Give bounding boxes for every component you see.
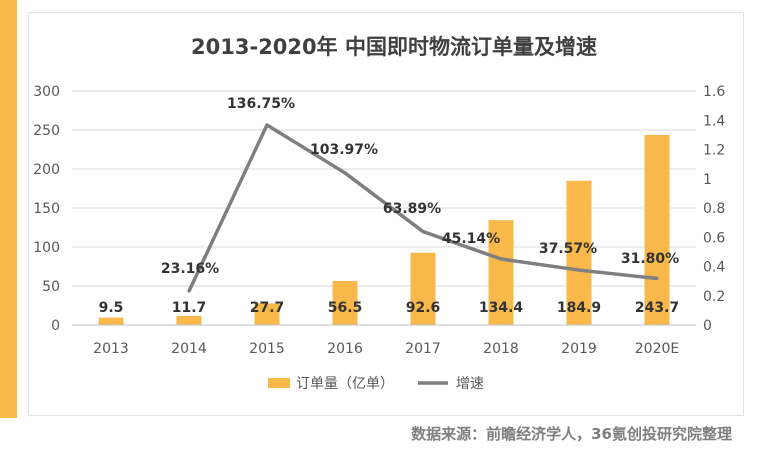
y-right-tick: 1.2 bbox=[703, 143, 725, 159]
bar-value-label: 56.5 bbox=[328, 300, 363, 316]
growth-line bbox=[187, 123, 659, 293]
bar bbox=[176, 315, 202, 325]
bar-value-label: 9.5 bbox=[99, 300, 124, 316]
y-left-tick: 100 bbox=[33, 240, 60, 256]
bar bbox=[254, 303, 280, 325]
y-left-tick: 200 bbox=[33, 162, 60, 178]
bar bbox=[410, 252, 436, 325]
x-tick: 2018 bbox=[483, 341, 519, 357]
x-tick: 2013 bbox=[93, 341, 129, 357]
y-left-tick: 250 bbox=[33, 123, 60, 139]
legend: 订单量（亿单） 增速 bbox=[268, 376, 484, 392]
accent-bar bbox=[0, 0, 17, 418]
y-right-tick: 0.4 bbox=[703, 260, 725, 276]
bars bbox=[98, 134, 670, 325]
growth-point bbox=[499, 257, 503, 261]
bar-value-label: 11.7 bbox=[172, 300, 207, 316]
growth-value-label: 37.57% bbox=[539, 241, 597, 257]
y-left-tick: 150 bbox=[33, 201, 60, 217]
y-right-tick: 1.6 bbox=[703, 84, 725, 100]
legend-label-bar: 订单量（亿单） bbox=[296, 376, 394, 392]
bar-value-label: 92.6 bbox=[406, 300, 441, 316]
x-tick: 2019 bbox=[561, 341, 597, 357]
x-tick: 2017 bbox=[405, 341, 441, 357]
y-left-tick: 300 bbox=[33, 84, 60, 100]
growth-point bbox=[421, 230, 425, 234]
growth-value-label: 103.97% bbox=[310, 142, 378, 158]
growth-point bbox=[655, 276, 659, 280]
growth-value-label: 23.16% bbox=[161, 261, 219, 277]
bar-value-label: 184.9 bbox=[557, 300, 601, 316]
bar bbox=[488, 220, 514, 325]
chart-title: 2013-2020年 中国即时物流订单量及增速 bbox=[191, 35, 597, 59]
growth-point bbox=[187, 289, 191, 293]
data-labels: 9.5 11.7 27.7 56.5 92.6 134.4 184.9 243.7 23.16%… bbox=[99, 96, 680, 316]
bar-value-label: 134.4 bbox=[479, 300, 524, 316]
y-right-tick: 0.8 bbox=[703, 201, 725, 217]
growth-value-label: 63.89% bbox=[383, 201, 441, 217]
y-right-tick: 1 bbox=[703, 172, 712, 188]
x-tick: 2015 bbox=[249, 341, 285, 357]
y-left-tick: 50 bbox=[42, 279, 60, 295]
x-tick: 2020E bbox=[635, 341, 679, 357]
growth-value-label: 31.80% bbox=[621, 251, 679, 267]
legend-label-line: 增速 bbox=[456, 376, 484, 392]
axes: 0 50 100 150 200 250 300 0 0.2 0.4 0.6 0.8 1 1.2 1.4 1.… bbox=[33, 84, 725, 357]
bar bbox=[644, 134, 670, 325]
y-right-tick: 1.4 bbox=[703, 113, 725, 129]
y-right-tick: 0 bbox=[703, 318, 712, 334]
growth-point bbox=[343, 171, 347, 175]
x-tick: 2014 bbox=[171, 341, 207, 357]
x-tick: 2016 bbox=[327, 341, 363, 357]
legend-swatch-bar bbox=[268, 378, 290, 388]
y-right-tick: 0.6 bbox=[703, 230, 725, 246]
growth-value-label: 45.14% bbox=[442, 231, 500, 247]
growth-point bbox=[577, 268, 581, 272]
bar-value-label: 27.7 bbox=[250, 300, 285, 316]
bar bbox=[332, 280, 358, 325]
gridlines bbox=[72, 90, 696, 287]
bar bbox=[98, 317, 124, 325]
bar-value-label: 243.7 bbox=[635, 300, 679, 316]
chart-frame bbox=[28, 12, 744, 416]
growth-value-label: 136.75% bbox=[227, 96, 295, 112]
y-right-tick: 0.2 bbox=[703, 289, 725, 305]
source-note: 数据来源：前瞻经济学人，36氪创投研究院整理 bbox=[411, 425, 732, 443]
bar bbox=[566, 180, 592, 325]
y-left-tick: 0 bbox=[51, 318, 60, 334]
growth-point bbox=[265, 123, 269, 127]
